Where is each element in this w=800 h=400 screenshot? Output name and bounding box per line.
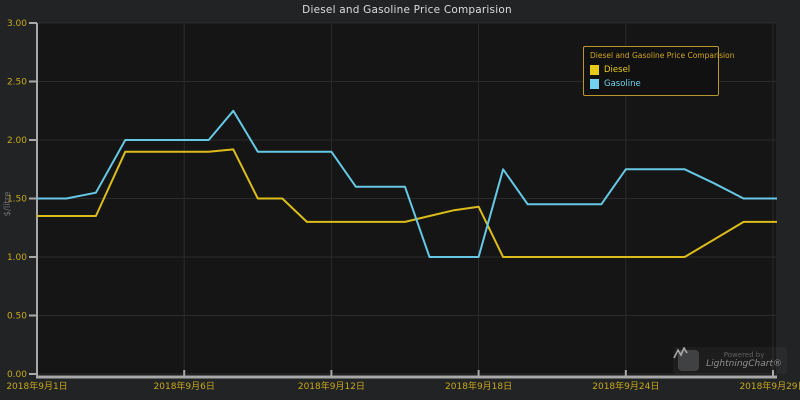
y-tick-label: 3.00	[7, 19, 27, 29]
series-lines	[37, 109, 777, 258]
x-tick-label: 2018年9月29日	[739, 380, 800, 392]
x-tick-label: 2018年9月18日	[445, 380, 512, 392]
legend-item-diesel[interactable]: Diesel	[590, 65, 712, 75]
y-axis-title: $/litre	[3, 192, 13, 217]
lightningchart-watermark[interactable]: Powered by LightningChart®	[673, 347, 787, 374]
lightningchart-logo-icon	[673, 347, 700, 371]
y-tick-label: 0.50	[7, 312, 27, 322]
y-tick-label: 1.50	[7, 195, 27, 205]
legend-item-gasoline[interactable]: Gasoline	[590, 79, 712, 89]
y-tick-label: 1.00	[7, 253, 27, 263]
watermark-powered-by: Powered by	[723, 350, 765, 359]
watermark-brand: LightningChart®	[706, 359, 782, 370]
y-tick-label: 2.00	[7, 136, 27, 146]
axes	[29, 22, 777, 379]
x-tick-label: 2018年9月12日	[298, 380, 365, 392]
y-tick-label: 2.50	[7, 78, 27, 88]
x-tick-label: 2018年9月1日	[6, 380, 67, 392]
legend-title: Diesel and Gasoline Price Comparision	[590, 51, 735, 60]
x-tick-label: 2018年9月6日	[154, 380, 215, 392]
legend-label-diesel: Diesel	[604, 65, 631, 75]
legend-label-gasoline: Gasoline	[604, 79, 641, 89]
chart-title: Diesel and Gasoline Price Comparision	[302, 4, 512, 16]
gasoline-swatch-icon	[590, 79, 599, 89]
legend-box: Diesel and Gasoline Price Comparision Di…	[583, 46, 735, 96]
series-line-gasoline	[37, 109, 777, 258]
diesel-swatch-icon	[590, 65, 599, 75]
y-tick-label: 0.00	[7, 370, 27, 380]
x-tick-label: 2018年9月24日	[592, 380, 659, 392]
